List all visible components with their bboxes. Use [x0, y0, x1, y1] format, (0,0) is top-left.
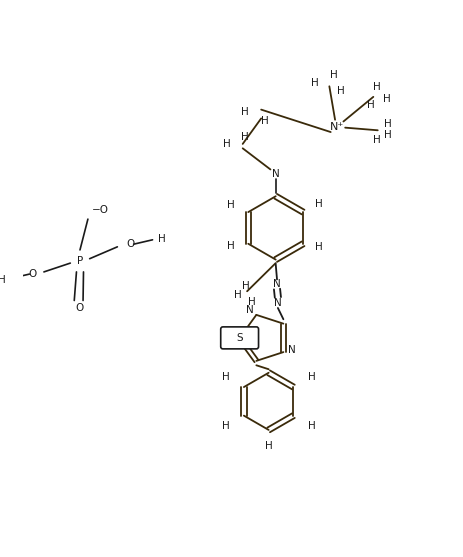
Text: H: H — [240, 107, 248, 117]
Text: H: H — [226, 201, 234, 211]
Text: N: N — [288, 345, 295, 355]
Text: H: H — [372, 82, 380, 92]
Text: H: H — [240, 133, 248, 143]
Text: H: H — [233, 290, 241, 300]
Text: H: H — [226, 241, 234, 251]
Text: H: H — [383, 130, 391, 140]
Text: H: H — [383, 119, 390, 129]
Text: H: H — [264, 441, 272, 451]
Text: P: P — [77, 256, 83, 266]
Text: N: N — [273, 278, 280, 289]
Text: H: H — [366, 100, 374, 110]
Text: H: H — [307, 421, 315, 431]
Text: H: H — [223, 139, 231, 149]
Text: H: H — [158, 234, 166, 244]
Text: H: H — [336, 86, 344, 96]
Text: N: N — [274, 297, 281, 307]
Text: H: H — [314, 242, 322, 252]
Text: H: H — [247, 297, 255, 307]
Text: N: N — [246, 305, 254, 315]
Text: −O: −O — [92, 206, 109, 216]
Text: O: O — [126, 239, 134, 249]
Text: N⁺: N⁺ — [330, 122, 344, 132]
Text: H: H — [382, 94, 389, 104]
Text: N: N — [271, 169, 279, 179]
Text: H: H — [372, 135, 380, 145]
Text: H: H — [307, 372, 315, 382]
Text: H: H — [241, 281, 249, 291]
Text: H: H — [0, 275, 6, 285]
Text: H: H — [260, 116, 268, 126]
Text: H: H — [314, 199, 322, 209]
Text: O: O — [75, 304, 83, 314]
Text: H: H — [221, 421, 229, 431]
Text: H: H — [311, 78, 319, 88]
FancyBboxPatch shape — [220, 327, 258, 349]
Text: O: O — [29, 269, 37, 279]
Text: S: S — [236, 333, 243, 343]
Text: H: H — [221, 372, 229, 382]
Text: H: H — [329, 70, 337, 80]
